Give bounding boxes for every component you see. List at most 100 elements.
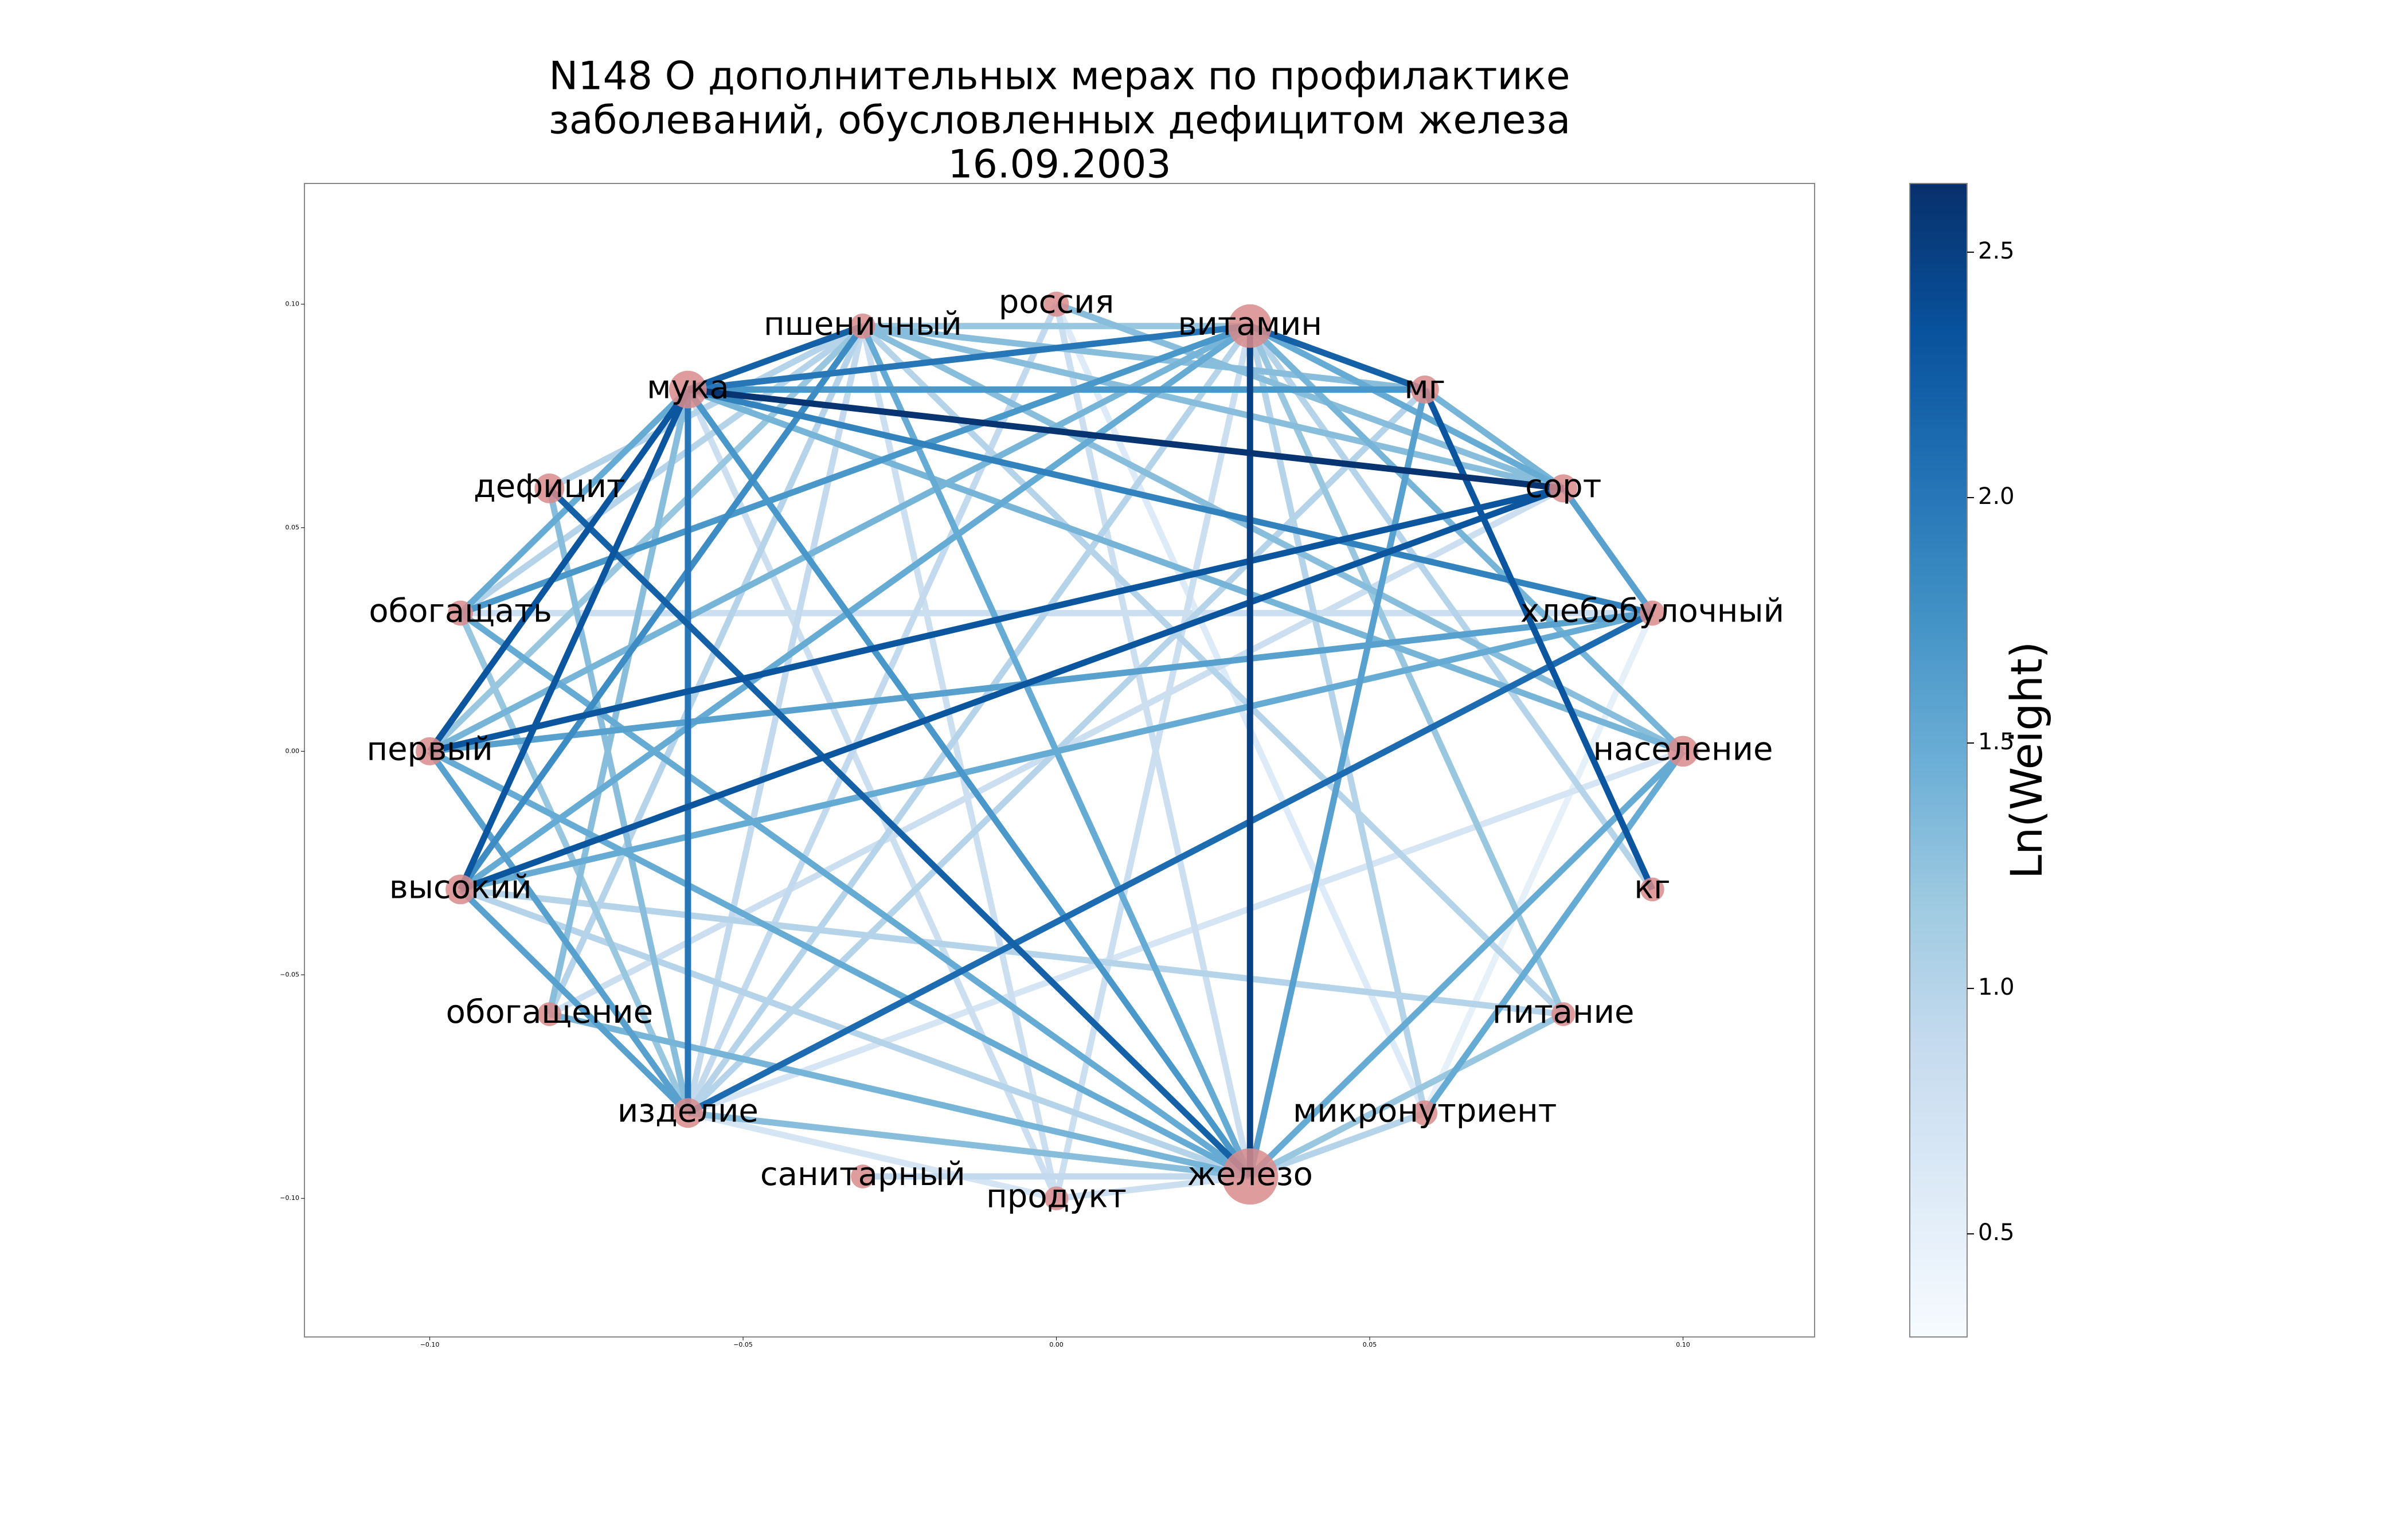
node-label: мука <box>647 369 729 406</box>
node <box>1551 1002 1576 1026</box>
node-label: мг <box>1404 369 1445 406</box>
edge <box>687 1109 1250 1180</box>
x-tick-label: 0.10 <box>1676 1341 1690 1348</box>
edge <box>687 386 1684 754</box>
node <box>1640 877 1664 902</box>
colorbar: 0.5 1.0 1.5 2.0 2.5 <box>1909 183 2015 1338</box>
edge <box>459 485 1565 893</box>
node-label: хлебобулочный <box>1520 593 1784 630</box>
edge <box>458 388 691 891</box>
node <box>1640 600 1665 626</box>
node-label: сорт <box>1525 468 1601 505</box>
edge <box>1247 324 1655 891</box>
edge <box>860 323 1566 1016</box>
chart-title: заболеваний, обусловленных дефицитом жел… <box>549 98 1571 143</box>
node-label: обогащение <box>446 994 653 1031</box>
edge <box>859 324 1253 1178</box>
node <box>1410 376 1439 404</box>
edge <box>549 1011 1251 1180</box>
colorbar-tick-label: 1.0 <box>1978 974 2015 1000</box>
edge <box>546 487 691 1114</box>
edge <box>687 323 1250 393</box>
node-label: санитарный <box>760 1156 965 1193</box>
node <box>1222 1148 1279 1205</box>
node-label: первый <box>366 731 492 768</box>
edge <box>685 303 1060 1115</box>
edge <box>429 609 1653 754</box>
edge <box>687 748 1684 1116</box>
edge <box>1422 387 1565 491</box>
edge <box>548 323 865 491</box>
edge <box>685 324 1253 1115</box>
node-label: россия <box>999 284 1114 321</box>
chart-title: 16.09.2003 <box>948 142 1171 187</box>
node <box>445 874 476 905</box>
colorbar-bar <box>1909 183 1968 1338</box>
x-tick-label: −0.10 <box>420 1341 440 1348</box>
edge <box>1053 303 1253 1178</box>
node <box>534 473 565 503</box>
edge <box>1053 325 1253 1199</box>
node-label: изделие <box>617 1092 759 1129</box>
edge <box>1248 323 1565 491</box>
node <box>1043 291 1069 317</box>
edge <box>1248 1011 1565 1179</box>
node <box>537 1002 562 1026</box>
nodes <box>416 291 1699 1211</box>
node-labels: население хлебобулочный сорт мг витамин росси… <box>366 284 1784 1215</box>
node <box>1228 304 1272 348</box>
node <box>673 1098 703 1128</box>
edge <box>428 748 1252 1179</box>
edge <box>458 323 865 616</box>
node-label: пшеничный <box>764 306 962 343</box>
edge <box>1422 388 1655 891</box>
edge <box>458 324 866 891</box>
edge <box>1246 389 1428 1178</box>
y-tick-label: −0.05 <box>280 971 299 978</box>
node-label: продукт <box>986 1178 1127 1215</box>
y-tick-label: 0.00 <box>286 747 300 754</box>
node <box>850 313 875 339</box>
node <box>1667 736 1699 767</box>
y-tick-label: 0.10 <box>286 300 300 308</box>
colorbar-label: Ln(Weight) <box>2001 642 2052 879</box>
edge <box>861 323 1685 754</box>
edge <box>458 387 690 616</box>
edge <box>427 323 865 754</box>
edge <box>427 749 691 1115</box>
node-label: высокий <box>389 869 532 906</box>
edge <box>1248 323 1686 754</box>
node-label: население <box>1593 731 1773 768</box>
node <box>851 1164 875 1188</box>
node-label: дефицит <box>474 468 626 505</box>
node <box>669 370 707 409</box>
edge <box>428 323 1252 754</box>
node-label: железо <box>1187 1156 1313 1193</box>
axes: −0.10 −0.05 0.00 0.05 0.10 −0.10 −0.05 0.00 0.05… <box>280 300 1690 1348</box>
node-label: микронутриент <box>1293 1092 1557 1129</box>
edge <box>1561 486 1655 615</box>
edge <box>427 388 691 753</box>
colorbar-tick-label: 1.5 <box>1978 729 2015 755</box>
edge <box>685 388 1253 1179</box>
node <box>448 600 474 626</box>
x-tick-label: −0.05 <box>733 1341 753 1348</box>
edge <box>429 485 1564 754</box>
edge <box>687 1109 1057 1202</box>
chart-title: N148 О дополнительных мерах по профилакт… <box>549 54 1570 99</box>
node-label: витамин <box>1178 306 1322 343</box>
edge <box>546 324 866 1016</box>
edge <box>686 610 1654 1116</box>
y-tick-label: −0.10 <box>280 1194 299 1202</box>
node-label: обогащать <box>369 593 552 630</box>
edge <box>546 389 691 1015</box>
node-label: питание <box>1492 994 1634 1031</box>
plot-frame <box>304 183 1815 1338</box>
edge <box>547 486 1253 1179</box>
edge <box>459 323 1252 616</box>
edge <box>859 325 1060 1199</box>
edge <box>862 323 1425 393</box>
edge <box>1422 749 1686 1115</box>
edge <box>1249 323 1426 393</box>
